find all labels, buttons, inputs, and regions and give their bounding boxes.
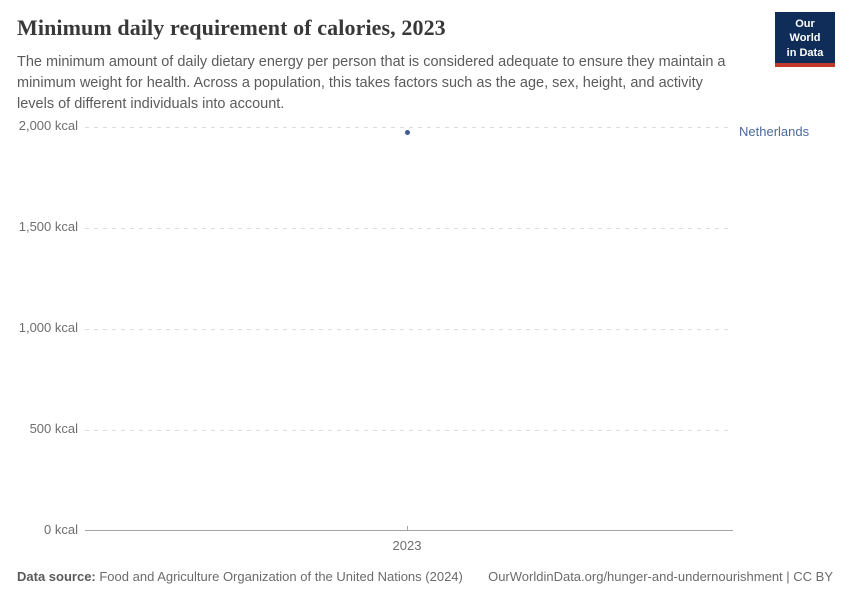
data-source-note: Data source: Food and Agriculture Organi… [17,569,463,584]
chart-footer: Data source: Food and Agriculture Organi… [17,569,833,584]
y-axis-tick-label: 0 kcal [44,522,78,537]
source-url-link[interactable]: OurWorldinData.org/hunger-and-undernouri… [488,569,833,584]
x-axis-line [85,530,733,531]
chart-subtitle: The minimum amount of daily dietary ener… [17,54,726,113]
data-source-label: Data source: [17,569,96,584]
x-axis-tick-label: 2023 [392,538,422,553]
data-source-value: Food and Agriculture Organization of the… [95,569,463,584]
gridline [85,228,733,229]
page-title: Minimum daily requirement of calories, 2… [17,15,446,40]
gridline [85,329,733,330]
y-axis-tick-label: 1,000 kcal [18,320,78,335]
owid-logo-line1: Our World [789,18,821,45]
owid-logo[interactable]: Our World in Data [775,12,835,67]
data-point-netherlands[interactable] [405,130,410,136]
entity-label-netherlands[interactable]: Netherlands [739,124,810,140]
y-axis-tick-label: 1,500 kcal [18,219,78,234]
gridline [85,430,733,431]
gridline [85,127,733,128]
y-axis-tick-label: 500 kcal [29,421,78,436]
owid-logo-line2: in Data [786,46,824,59]
y-axis-tick-label: 2,000 kcal [18,118,78,133]
x-axis-tick-mark [407,526,408,531]
